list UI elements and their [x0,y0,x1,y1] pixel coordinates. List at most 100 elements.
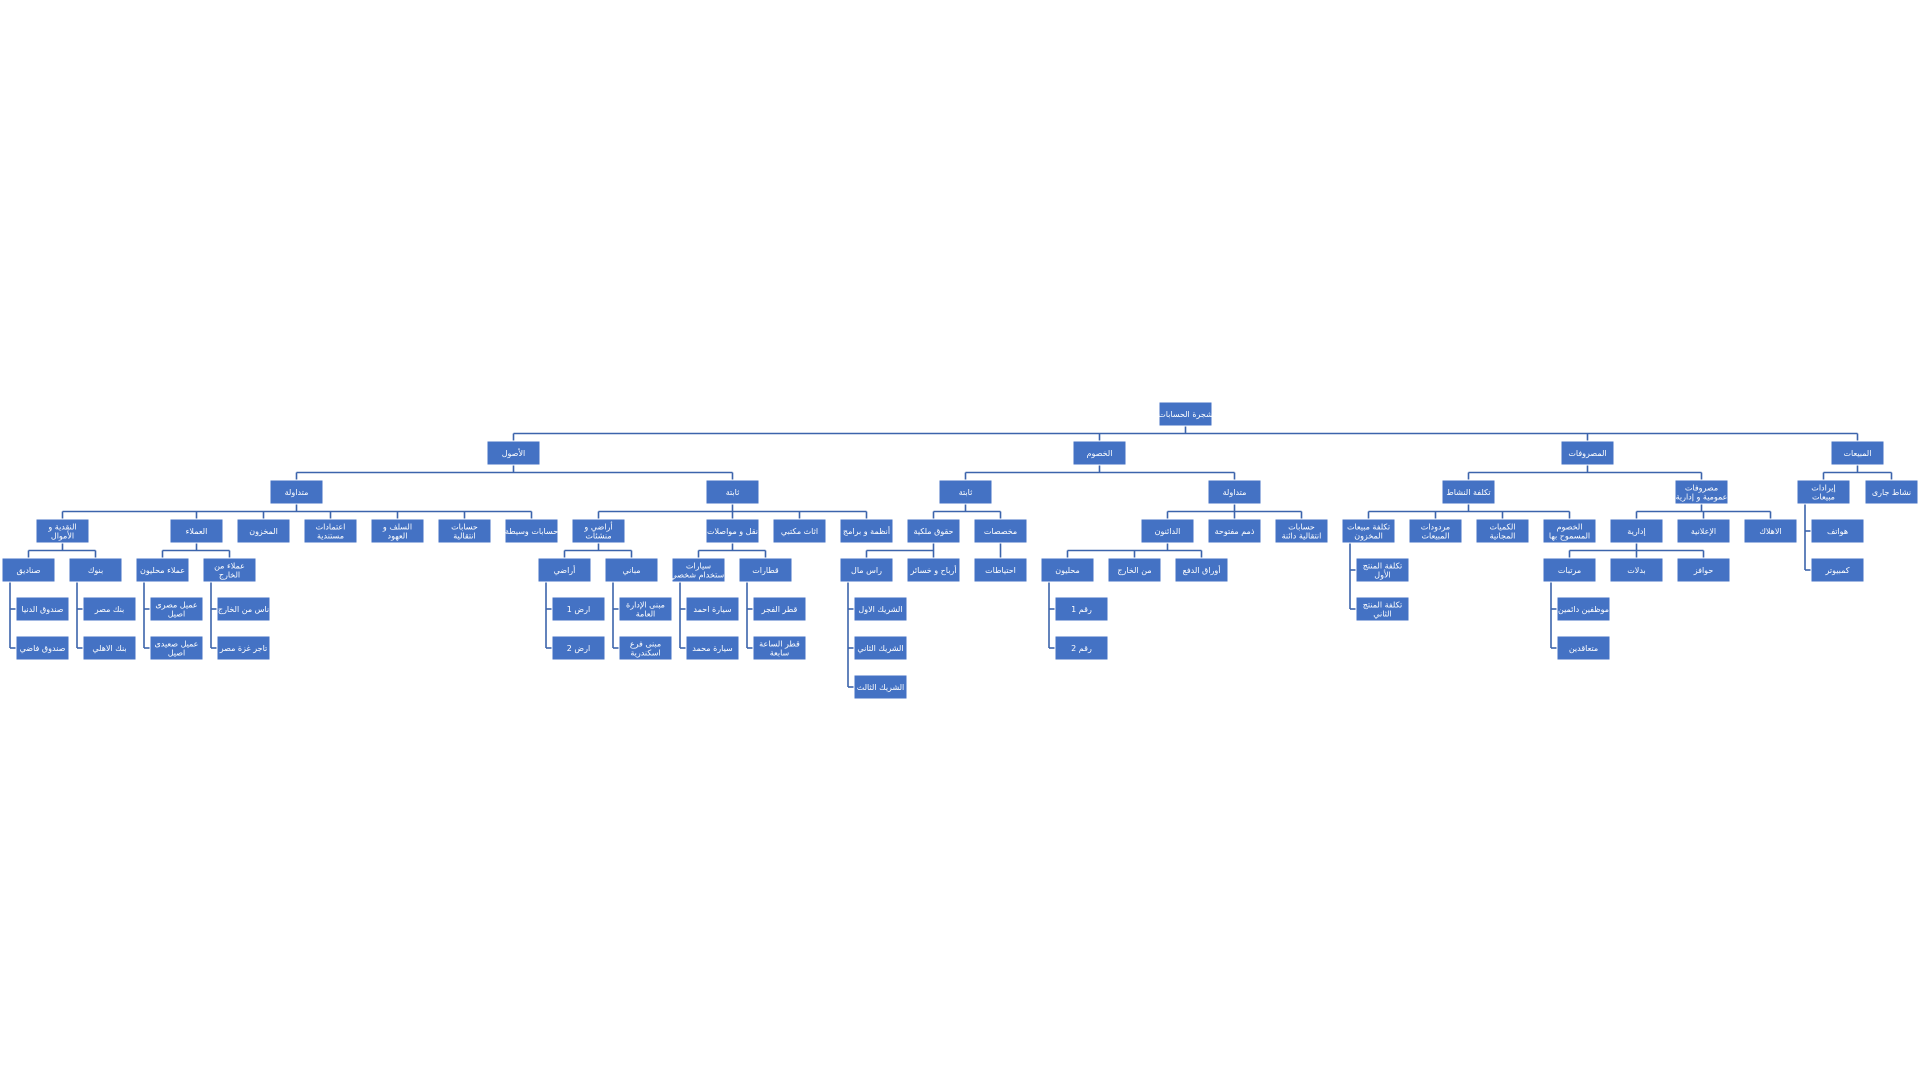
node-box [839,557,894,583]
node-ce-1: ناس من الخارج [216,596,271,622]
node-label: كمبيوتر [1824,566,1849,575]
node-label: أرباح و خسائر [909,565,956,575]
node-label: حوافز [1693,566,1714,575]
node-label: مبنى الإدارة العامة [626,601,665,619]
node-box [752,596,807,622]
node-cr-abroad: من الخارج [1107,557,1162,583]
node-lb-1: مبنى الإدارة العامة [618,596,673,622]
node-cost-1: تكلفة المنتج الأول [1355,557,1410,583]
node-eg-dep: الاهلاك [1743,518,1798,544]
node-label: تكلفة النشاط [1446,488,1490,497]
node-cap-1: الشريك الاول [853,596,908,622]
node-box [938,479,993,505]
node-assets: الأصول [486,440,541,466]
node-label: محليون [1055,566,1080,575]
node-lf-equity: حقوق ملكية [906,518,961,544]
node-label: المبيعات [1844,449,1872,458]
node-box [853,635,908,661]
node-label: عملاء من الخارج [214,562,245,580]
node-label: تكلفة المنتج الأول [1363,562,1402,580]
node-root: شجرة الحسابات [1158,401,1213,427]
node-label: أراضي [554,565,576,575]
node-label: ناس من الخارج [218,605,269,614]
node-box [68,557,123,583]
node-ac-loans: السلف و العهود [370,518,425,544]
node-label: عملاء محليون [140,566,185,575]
node-label: ارض 1 [567,605,590,614]
node-label: حسابات وسيطة [505,527,558,536]
node-box [1174,557,1229,583]
node-label: إيرادات مبيعات [1811,484,1835,502]
node-box [906,557,961,583]
node-lc-creditors: الدائنون [1140,518,1195,544]
node-car-2: سيارة محمد [685,635,740,661]
node-label: الخصوم [1087,449,1113,458]
node-box [738,557,793,583]
node-label: قطر الساعة سابعة [759,640,800,658]
node-cash-safe: صناديق [1,557,56,583]
node-label: الشريك الثاني [857,644,903,653]
node-e-gen: مصروفات عمومية و إدارية [1674,479,1729,505]
node-box [853,596,908,622]
node-box [135,557,190,583]
node-eq-cap: راس مال [839,557,894,583]
node-box [1441,479,1496,505]
node-box [537,557,592,583]
node-cr-local: محليون [1040,557,1095,583]
node-box [1810,557,1865,583]
node-adm-inc: حوافز [1676,557,1731,583]
node-box [705,479,760,505]
node-label: مصروفات عمومية و إدارية [1676,484,1728,503]
node-box [1556,596,1611,622]
node-bank-m: بنك مصر [82,596,137,622]
node-ac-cash: النقدية و الأموال [35,518,90,544]
node-label: مخصصات [984,527,1017,536]
node-box [504,518,559,544]
node-box [1676,557,1731,583]
node-box [1475,518,1530,544]
node-af-sys: أنظمة و برامج [839,518,894,544]
node-a-cur: متداولة [269,479,324,505]
node-ac-inter: حسابات وسيطة [504,518,559,544]
node-box [35,518,90,544]
node-land-l: أراضي [537,557,592,583]
node-cap-3: الشريك الثالث [853,674,908,700]
node-box [169,518,224,544]
node-safe-w: صندوق الدنيا [15,596,70,622]
node-box [1796,479,1851,505]
tree-connectors [9,426,1893,688]
node-box [551,596,606,622]
node-box [1609,518,1664,544]
node-label: مرتبات [1558,566,1581,575]
node-sal-1: موظفين دائمين [1556,596,1611,622]
node-label: العملاء [186,527,208,536]
node-box [1864,479,1919,505]
node-box [236,518,291,544]
node-label: نشاط جارى [1872,488,1911,497]
node-label: حسابات انتقالية دائنة [1282,523,1322,541]
node-box [15,596,70,622]
node-label: عميل صعيدى اصيل [155,640,199,658]
node-lc-trans: حسابات انتقالية دائنة [1274,518,1329,544]
node-label: احتياطات [985,566,1016,575]
node-af-furn: اثاث مكتبي [772,518,827,544]
node-box [82,596,137,622]
node-label: الشريك الثالث [857,683,905,692]
node-label: ثابتة [726,488,740,497]
node-label: ذمم مفتوحة [1215,527,1255,536]
node-label: صندوق الدنيا [22,605,64,614]
node-label: السلف و العهود [382,523,412,541]
node-label: سيارة محمد [692,644,733,653]
node-crl-1: رقم 1 [1054,596,1109,622]
node-eq-pl: أرباح و خسائر [906,557,961,583]
node-label: صندوق فاضي [20,644,66,653]
node-box [618,635,673,661]
node-cost-2: تكلفة المنتج الثاني [1355,596,1410,622]
node-box [1054,635,1109,661]
node-label: تكلفة المنتج الثاني [1363,601,1402,619]
node-box [839,518,894,544]
node-label: نقل و مواصلات [707,527,758,536]
node-sal-2: متعاقدين [1556,635,1611,661]
node-box [149,596,204,622]
